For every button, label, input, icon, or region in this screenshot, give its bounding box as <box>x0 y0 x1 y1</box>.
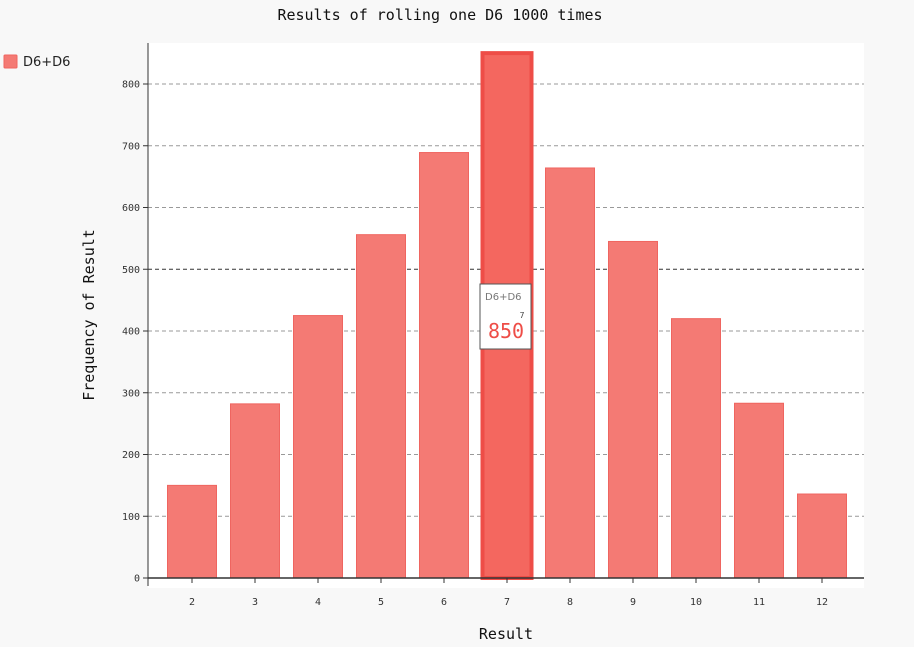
y-tick-labels: 0 100 200 300 400 500 600 700 800 <box>122 80 140 585</box>
x-tick-label: 8 <box>567 597 573 608</box>
y-tick-label: 400 <box>122 327 140 338</box>
bar-11[interactable] <box>734 402 784 579</box>
x-tick-label: 12 <box>816 597 828 608</box>
bar-5[interactable] <box>356 234 406 579</box>
x-tick-label: 3 <box>252 597 258 608</box>
x-tick-label: 10 <box>690 597 702 608</box>
x-tick-label: 7 <box>504 597 510 608</box>
tooltip-category: 7 <box>520 311 525 320</box>
tooltip: D6+D6 7 850 <box>479 283 532 350</box>
legend-label: D6+D6 <box>23 55 70 70</box>
bar-3[interactable] <box>230 403 280 579</box>
bar-6[interactable] <box>419 152 469 579</box>
y-tick-label: 700 <box>122 141 140 152</box>
y-tick-label: 300 <box>122 388 140 399</box>
y-tick-label: 600 <box>122 203 140 214</box>
y-tick-label: 100 <box>122 512 140 523</box>
y-tick-label: 800 <box>122 80 140 91</box>
y-axis-label: Frequency of Result <box>80 229 98 401</box>
bar-8[interactable] <box>545 167 595 579</box>
axes <box>147 43 864 586</box>
bar-2[interactable] <box>167 484 217 579</box>
x-tick-labels: 2 3 4 5 6 7 8 9 10 11 12 <box>189 578 828 608</box>
x-tick-label: 9 <box>630 597 636 608</box>
bar-4[interactable] <box>293 315 343 579</box>
bar-10[interactable] <box>671 318 721 579</box>
bar-12[interactable] <box>797 493 847 579</box>
x-tick-label: 4 <box>315 597 321 608</box>
bar-9[interactable] <box>608 240 658 579</box>
tooltip-series-name: D6+D6 <box>485 292 522 303</box>
x-tick-label: 11 <box>753 597 765 608</box>
y-tick-label: 500 <box>122 265 140 276</box>
x-tick-label: 6 <box>441 597 447 608</box>
tooltip-value: 850 <box>488 319 524 343</box>
x-tick-label: 5 <box>378 597 384 608</box>
tooltip-box <box>479 283 532 350</box>
bars <box>167 51 847 580</box>
x-axis-label: Result <box>479 625 533 643</box>
chart-title: Results of rolling one D6 1000 times <box>277 6 602 24</box>
legend-swatch <box>3 54 18 69</box>
legend[interactable]: D6+D6 <box>3 54 70 70</box>
y-tick-label: 200 <box>122 450 140 461</box>
y-tick-label: 0 <box>134 574 140 585</box>
x-tick-label: 2 <box>189 597 195 608</box>
